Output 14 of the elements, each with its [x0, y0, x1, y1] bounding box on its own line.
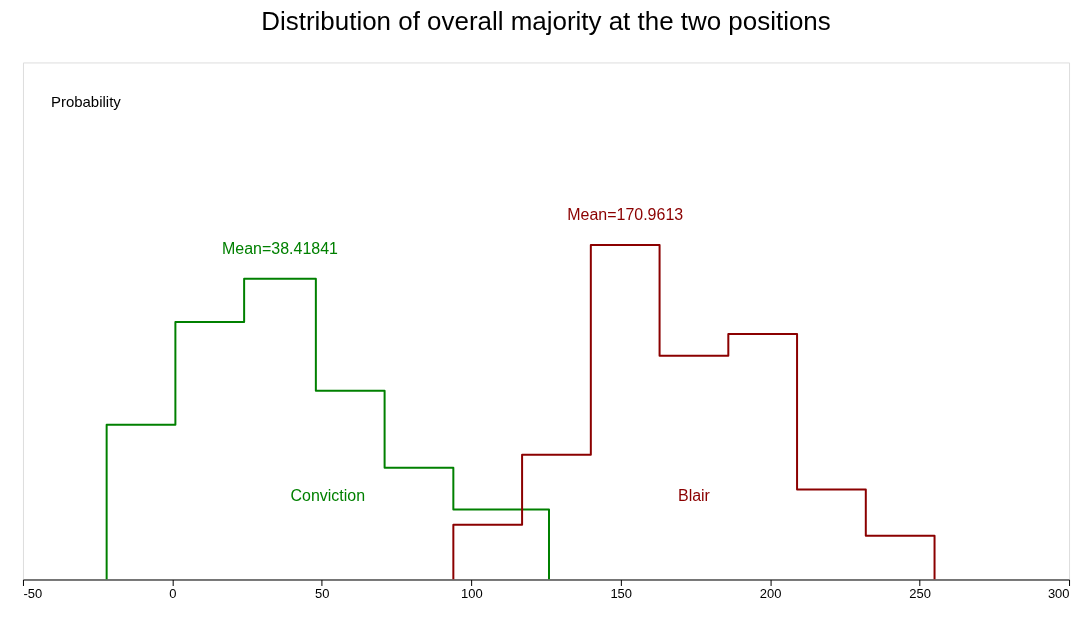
text: Mean=170.9613	[567, 205, 684, 223]
chart-title: Distribution of overall majority at the two positions	[261, 6, 831, 35]
x-tick-label: 250	[909, 585, 931, 601]
x-tick-label: 100	[460, 585, 483, 601]
x-tick-label: 300	[1047, 585, 1070, 601]
text: Blair	[677, 486, 711, 504]
series-label: Conviction	[290, 486, 366, 504]
text: Probability	[50, 93, 122, 111]
x-tick-label: 150	[610, 585, 633, 601]
x-tick-label: 200	[759, 585, 782, 601]
annotation: Mean=38.41841	[222, 239, 339, 257]
x-tick-label: 0	[169, 585, 177, 601]
x-tick-label: 50	[315, 585, 330, 601]
x-tick-label: -50	[23, 585, 43, 601]
